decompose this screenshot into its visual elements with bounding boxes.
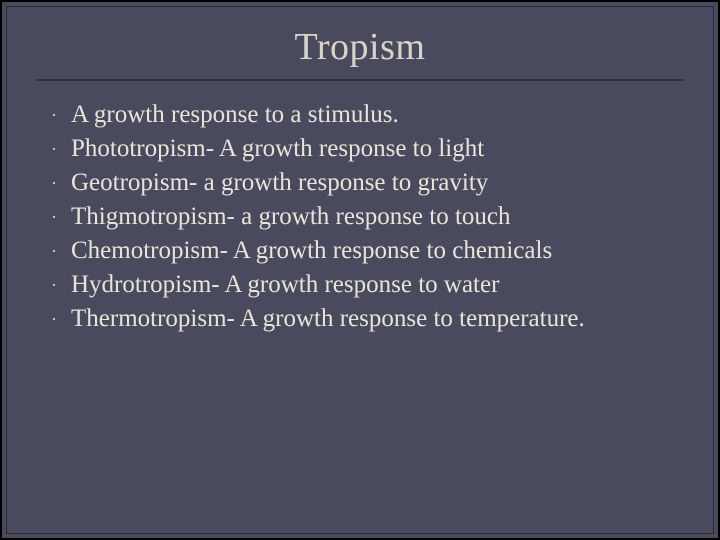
bullet-glyph-icon: ·	[49, 235, 71, 267]
bullet-item: · Chemotropism- A growth response to che…	[49, 235, 671, 267]
bullet-glyph-icon: ·	[49, 303, 71, 335]
bullet-item: · Thermotropism- A growth response to te…	[49, 303, 671, 335]
bullet-glyph-icon: ·	[49, 269, 71, 301]
bullet-text: Phototropism- A growth response to light	[71, 133, 671, 165]
slide-title: Tropism	[7, 7, 713, 79]
bullet-item: · Geotropism- a growth response to gravi…	[49, 167, 671, 199]
bullet-glyph-icon: ·	[49, 133, 71, 165]
bullet-text: Hydrotropism- A growth response to water	[71, 269, 671, 301]
bullet-item: · Thigmotropism- a growth response to to…	[49, 201, 671, 233]
slide-inner-border: Tropism · A growth response to a stimulu…	[6, 6, 714, 534]
bullet-text: Geotropism- a growth response to gravity	[71, 167, 671, 199]
bullet-glyph-icon: ·	[49, 167, 71, 199]
bullet-text: Thigmotropism- a growth response to touc…	[71, 201, 671, 233]
slide-content: · A growth response to a stimulus. · Pho…	[7, 99, 713, 335]
title-underline	[37, 79, 683, 81]
bullet-item: · Hydrotropism- A growth response to wat…	[49, 269, 671, 301]
bullet-item: · A growth response to a stimulus.	[49, 99, 671, 131]
bullet-text: Thermotropism- A growth response to temp…	[71, 303, 671, 335]
bullet-text: Chemotropism- A growth response to chemi…	[71, 235, 671, 267]
slide: Tropism · A growth response to a stimulu…	[0, 0, 720, 540]
bullet-text: A growth response to a stimulus.	[71, 99, 671, 131]
bullet-glyph-icon: ·	[49, 99, 71, 131]
bullet-item: · Phototropism- A growth response to lig…	[49, 133, 671, 165]
bullet-glyph-icon: ·	[49, 201, 71, 233]
